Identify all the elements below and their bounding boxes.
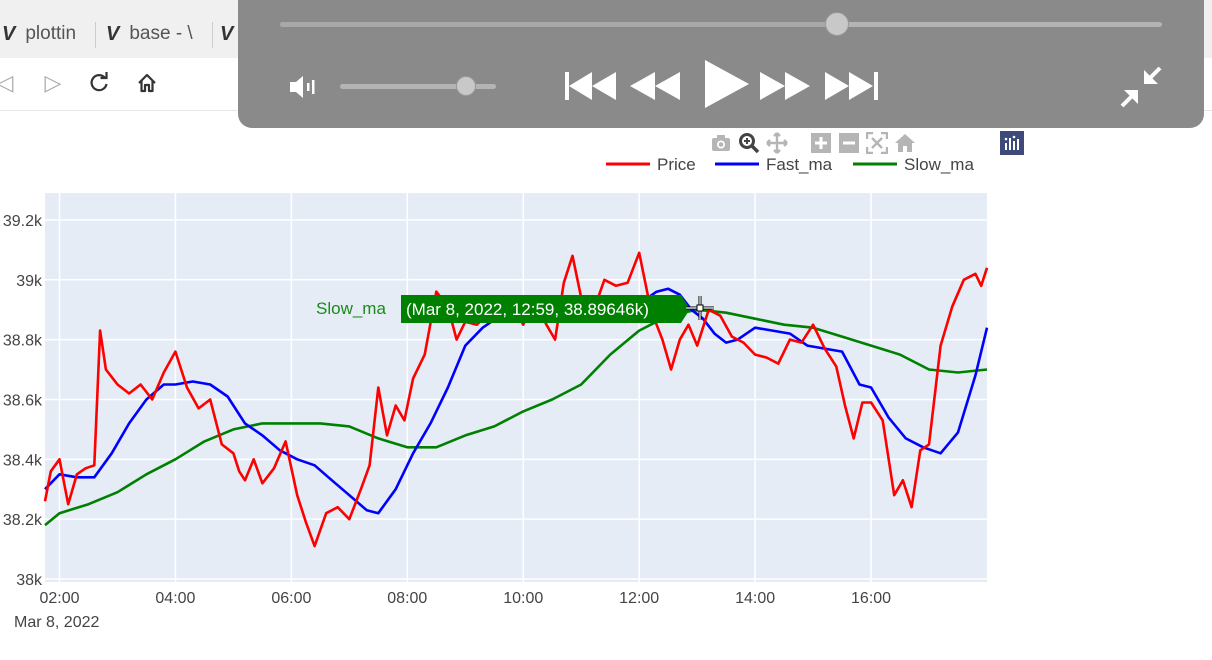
tab-title: base - \ [129,23,193,44]
seek-bar-fill [280,22,836,27]
crosshair-cursor-icon [686,296,714,320]
x-tick-label: 06:00 [271,590,311,607]
browser-tab[interactable]: V [220,18,233,50]
x-axis-ticks: 02:00 04:00 06:00 08:00 10:00 12:00 14:00 16:00 [39,590,891,607]
tab-favicon-icon: V [106,22,120,45]
y-axis-ticks: 38k 38.2k 38.4k 38.6k 38.8k 39k 39.2k [3,213,43,589]
y-tick-label: 38.8k [3,333,43,350]
camera-icon[interactable] [710,132,732,154]
x-gridlines [58,193,872,582]
x-axis-date-label: Mar 8, 2022 [14,614,99,631]
x-tick-label: 02:00 [39,590,79,607]
tab-divider [95,22,96,48]
zoom-out-icon[interactable] [838,132,860,154]
zoom-icon[interactable] [738,132,760,154]
skip-next-icon[interactable] [822,66,882,106]
tab-favicon-icon: V [2,22,16,45]
series-line-slow-ma [44,308,988,527]
fast-forward-icon[interactable] [758,66,814,106]
skip-previous-icon[interactable] [564,66,620,106]
seek-bar[interactable] [280,22,1162,27]
y-tick-label: 38.6k [3,392,43,409]
zoom-in-icon[interactable] [810,132,832,154]
volume-slider-handle[interactable] [455,76,476,96]
legend: Price Fast_ma Slow_ma [606,155,974,174]
x-tick-label: 16:00 [851,590,891,607]
tab-divider [212,22,213,48]
forward-icon[interactable]: ▷ [44,70,62,95]
y-gridlines [45,219,987,580]
volume-icon[interactable] [286,70,320,104]
volume-slider[interactable] [340,84,496,89]
media-player-overlay [238,0,1204,128]
seek-bar-handle[interactable] [824,12,849,36]
pan-icon[interactable] [766,132,788,154]
plotly-logo-icon[interactable] [1000,131,1024,155]
y-tick-label: 39k [16,273,43,290]
y-tick-label: 38k [16,572,43,589]
y-tick-label: 38.4k [3,452,43,469]
play-icon[interactable] [698,56,754,112]
hover-box [401,295,690,323]
back-icon[interactable]: ◁ [0,70,14,95]
browser-tab[interactable]: V base - \ [106,18,193,50]
legend-label-fast-ma[interactable]: Fast_ma [766,155,833,174]
hover-series-label: Slow_ma [316,299,386,318]
legend-label-slow-ma[interactable]: Slow_ma [904,155,974,174]
x-tick-label: 12:00 [619,590,659,607]
home-icon[interactable] [132,68,162,98]
x-tick-label: 04:00 [155,590,195,607]
hover-text: (Mar 8, 2022, 12:59, 38.89646k) [406,300,649,319]
plot-modebar [710,130,916,156]
x-tick-label: 10:00 [503,590,543,607]
tab-title: plottin [25,23,77,44]
rewind-icon[interactable] [628,66,684,106]
hover-tooltip: Slow_ma (Mar 8, 2022, 12:59, 38.89646k) [316,295,690,323]
reset-axes-icon[interactable] [894,132,916,154]
x-tick-label: 08:00 [387,590,427,607]
legend-label-price[interactable]: Price [657,155,696,174]
y-tick-label: 39.2k [3,213,43,230]
tab-favicon-icon: V [220,22,234,45]
exit-fullscreen-icon[interactable] [1118,64,1164,110]
reload-icon[interactable] [84,68,114,98]
y-tick-label: 38.2k [3,512,43,529]
plot-area [45,193,987,582]
x-tick-label: 14:00 [735,590,775,607]
autoscale-icon[interactable] [866,132,888,154]
browser-tab[interactable]: V plottin [2,18,76,50]
